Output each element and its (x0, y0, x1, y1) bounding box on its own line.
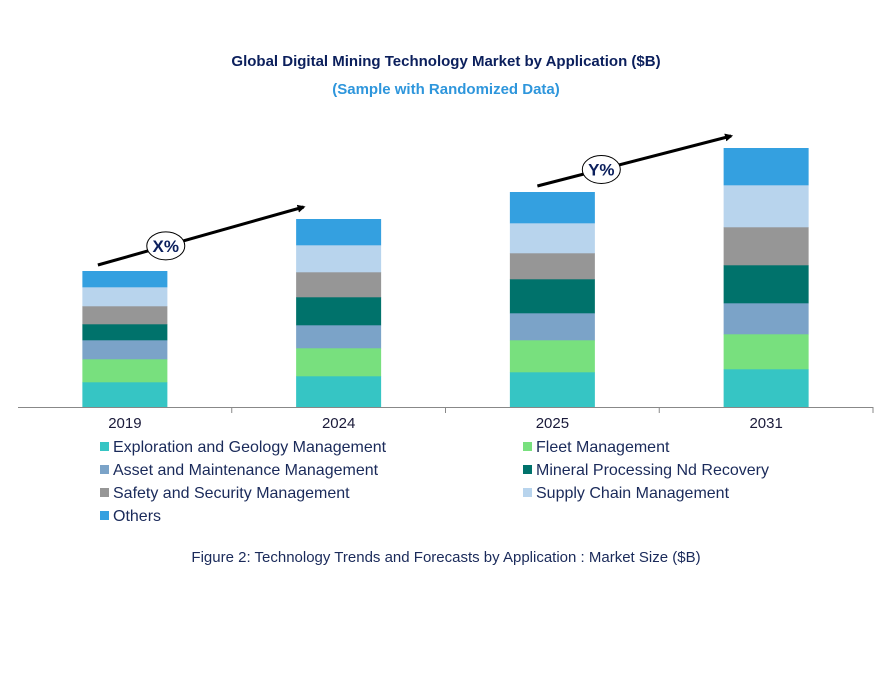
bar-segment-2024-1 (296, 348, 382, 377)
legend-swatch (100, 465, 109, 474)
bar-segment-2025-4 (509, 253, 595, 280)
bar-segment-2024-5 (296, 245, 382, 273)
legend-swatch (100, 511, 109, 520)
legend-item: Fleet Management (523, 439, 669, 457)
bar-segment-2031-3 (723, 265, 809, 304)
legend-item: Supply Chain Management (523, 485, 729, 503)
bar-segment-2025-1 (509, 340, 595, 373)
legend-swatch (100, 442, 109, 451)
growth-arrow (537, 133, 734, 188)
growth-arrow (97, 204, 306, 267)
bar-segment-2025-2 (509, 313, 595, 341)
growth-label-ellipse (581, 155, 621, 184)
bar-segment-2019-1 (82, 359, 168, 383)
bar-segment-2019-2 (82, 340, 168, 360)
bar-segment-2025-0 (509, 372, 595, 408)
bar-segment-2031-2 (723, 303, 809, 335)
x-tick-label: 2019 (108, 415, 142, 432)
legend-swatch (523, 442, 532, 451)
bar-segment-2031-5 (723, 185, 809, 228)
legend-item: Others (100, 508, 161, 526)
legend-label: Safety and Security Management (113, 485, 350, 502)
bar-segment-2024-4 (296, 272, 382, 298)
growth-label-ellipse (146, 231, 186, 261)
bar-segment-2024-3 (296, 297, 382, 326)
legend-swatch (523, 488, 532, 497)
legend-label: Asset and Maintenance Management (113, 462, 379, 479)
legend-item: Mineral Processing Nd Recovery (523, 462, 769, 480)
legend-label: Mineral Processing Nd Recovery (536, 462, 769, 479)
bar-segment-2019-6 (82, 271, 168, 288)
bar-segment-2025-3 (509, 279, 595, 314)
legend-label: Supply Chain Management (536, 485, 730, 502)
figure-caption: Figure 2: Technology Trends and Forecast… (191, 549, 701, 566)
bar-segment-2024-2 (296, 325, 382, 349)
chart-subtitle: (Sample with Randomized Data) (332, 81, 560, 98)
legend-item: Exploration and Geology Management (100, 439, 386, 457)
bar-segment-2019-0 (82, 382, 168, 408)
legend-swatch (100, 488, 109, 497)
chart-title: Global Digital Mining Technology Market … (231, 53, 661, 70)
bar-segment-2019-5 (82, 287, 168, 307)
bar-segment-2031-1 (723, 334, 809, 370)
bar-segment-2019-3 (82, 324, 168, 341)
legend-item: Asset and Maintenance Management (100, 462, 378, 480)
legend-label: Fleet Management (536, 439, 670, 456)
growth-label: Y% (588, 161, 614, 180)
x-tick-label: 2025 (535, 415, 570, 432)
x-tick-label: 2024 (321, 415, 356, 432)
bar-segment-2031-4 (723, 227, 809, 266)
bar-segment-2024-6 (296, 219, 382, 246)
bar-segment-2025-5 (509, 223, 595, 254)
x-tick-label: 2031 (749, 415, 783, 432)
bar-segment-2031-0 (723, 369, 809, 408)
legend-label: Exploration and Geology Management (113, 439, 387, 456)
growth-label: X% (153, 237, 179, 256)
bar-segment-2024-0 (296, 376, 382, 408)
legend-label: Others (113, 508, 162, 525)
bar-segment-2025-6 (509, 192, 595, 224)
bar-segment-2019-4 (82, 306, 168, 325)
legend-swatch (523, 465, 532, 474)
bar-segment-2031-6 (723, 148, 809, 186)
legend-item: Safety and Security Management (100, 485, 350, 503)
